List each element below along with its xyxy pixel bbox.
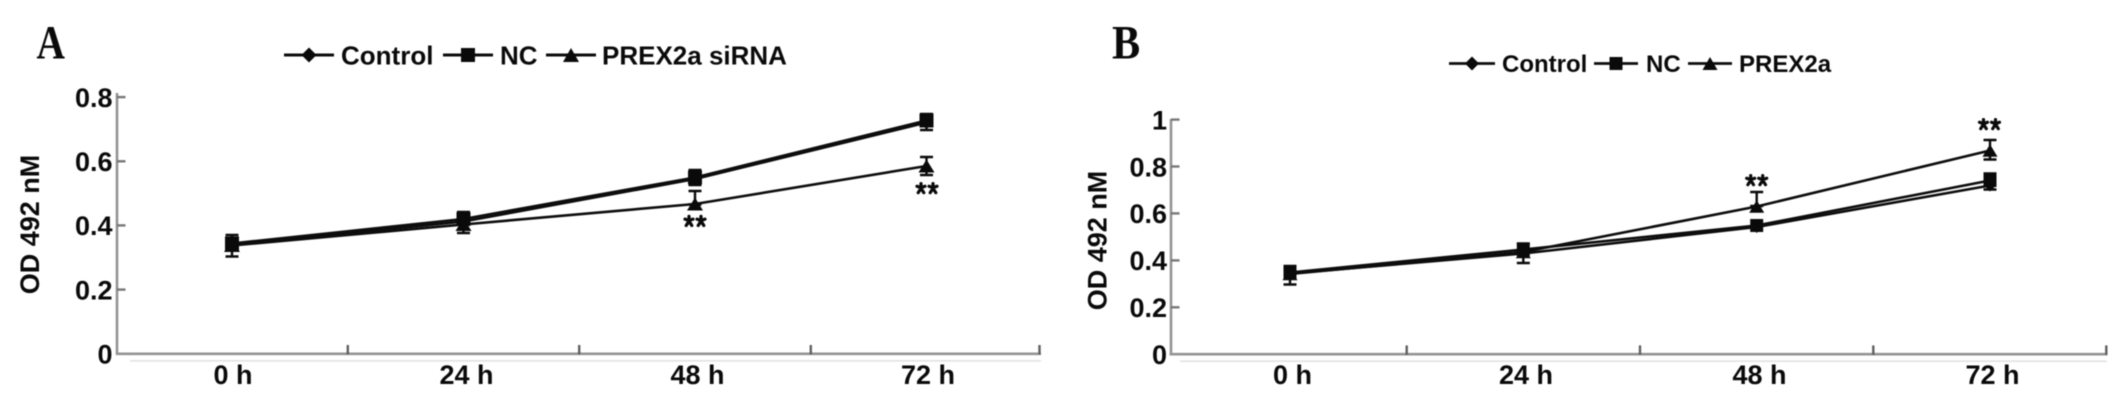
svg-text:NC: NC — [500, 41, 538, 71]
svg-text:0.8: 0.8 — [75, 83, 113, 113]
svg-text:72 h: 72 h — [901, 360, 955, 390]
svg-text:0.4: 0.4 — [75, 211, 113, 241]
svg-text:NC: NC — [1646, 51, 1681, 78]
svg-text:PREX2a: PREX2a — [1739, 51, 1832, 78]
svg-text:24 h: 24 h — [1499, 360, 1553, 390]
svg-text:48 h: 48 h — [1732, 360, 1786, 390]
svg-text:0.2: 0.2 — [75, 275, 113, 305]
svg-text:OD 492 nM: OD 492 nM — [1083, 171, 1113, 311]
svg-text:0 h: 0 h — [1273, 360, 1312, 390]
svg-text:Control: Control — [341, 41, 433, 71]
svg-text:0.6: 0.6 — [1129, 199, 1167, 229]
svg-text:1: 1 — [1152, 105, 1167, 135]
svg-text:0: 0 — [1152, 340, 1167, 370]
svg-text:0.8: 0.8 — [1129, 152, 1167, 182]
svg-text:Control: Control — [1502, 51, 1587, 78]
svg-text:0: 0 — [97, 340, 112, 370]
svg-text:0.2: 0.2 — [1129, 293, 1167, 323]
svg-text:0 h: 0 h — [213, 360, 252, 390]
svg-text:B: B — [1112, 16, 1140, 69]
svg-text:PREX2a siRNA: PREX2a siRNA — [602, 41, 787, 71]
svg-text:A: A — [37, 17, 66, 69]
svg-text:0.6: 0.6 — [75, 147, 113, 177]
svg-text:OD 492 nM: OD 492 nM — [15, 155, 45, 295]
svg-text:48 h: 48 h — [670, 360, 724, 390]
svg-text:24 h: 24 h — [439, 360, 493, 390]
svg-text:72 h: 72 h — [1965, 360, 2019, 390]
svg-text:0.4: 0.4 — [1129, 246, 1167, 276]
